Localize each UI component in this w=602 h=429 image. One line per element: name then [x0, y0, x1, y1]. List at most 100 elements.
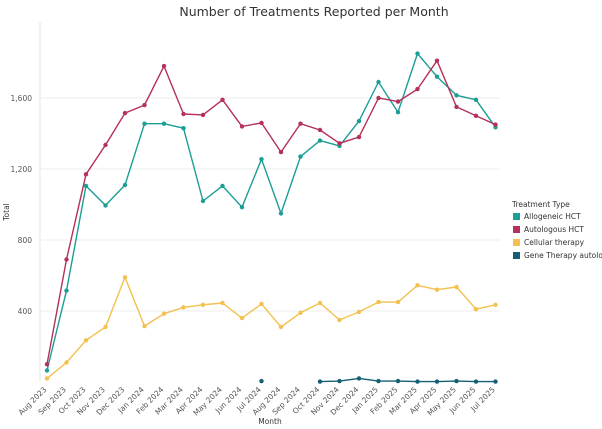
data-point	[44, 376, 50, 381]
data-point	[317, 300, 323, 306]
data-point	[376, 79, 381, 85]
data-point	[103, 324, 108, 330]
data-point	[220, 97, 225, 103]
data-point	[122, 182, 128, 188]
data-point	[395, 99, 401, 104]
data-point	[181, 305, 186, 310]
data-point	[415, 51, 420, 56]
data-point	[200, 112, 206, 118]
data-point	[356, 118, 362, 124]
data-point	[259, 301, 264, 307]
data-point	[161, 63, 167, 69]
series-line	[46, 276, 496, 379]
data-point	[473, 97, 479, 103]
data-point	[122, 110, 128, 116]
data-point	[493, 302, 498, 307]
y-tick-label: 1,200	[11, 165, 33, 174]
series-cellular-therapy	[44, 275, 498, 381]
data-point	[142, 323, 147, 329]
series-line	[319, 377, 496, 383]
data-point	[454, 284, 459, 290]
data-point	[493, 122, 498, 127]
y-tick-label: 400	[18, 307, 33, 316]
legend-swatch	[513, 213, 520, 220]
data-point	[64, 257, 69, 262]
data-point	[493, 379, 498, 384]
data-point	[454, 93, 459, 98]
data-point	[83, 183, 89, 189]
data-point	[434, 74, 440, 79]
data-point	[395, 378, 401, 384]
chart-title: Number of Treatments Reported per Month	[179, 4, 448, 19]
data-point	[337, 378, 342, 384]
data-point	[200, 302, 206, 307]
data-point	[376, 95, 381, 101]
data-point	[83, 172, 89, 177]
series-gene-therapy-autologous	[259, 376, 498, 384]
data-point	[83, 338, 89, 343]
data-point	[64, 360, 69, 365]
y-tick-label: 1,600	[11, 94, 33, 103]
series-allogeneic-hct	[44, 51, 498, 373]
data-point	[220, 183, 225, 189]
data-point	[434, 379, 440, 384]
series-line	[46, 52, 497, 371]
legend-label: Allogeneic HCT	[524, 212, 581, 221]
data-point	[317, 138, 323, 143]
data-point	[161, 121, 167, 126]
gridlines	[40, 97, 500, 312]
legend-swatch	[513, 252, 520, 259]
data-point	[181, 126, 186, 131]
legend-label: Autologous HCT	[524, 225, 584, 234]
legend-swatch	[513, 239, 520, 246]
data-point	[278, 324, 284, 330]
data-point	[376, 378, 381, 384]
data-point	[356, 376, 362, 381]
x-axis-title: Month	[258, 417, 282, 426]
data-point	[317, 379, 323, 384]
data-point	[473, 379, 479, 384]
data-point	[356, 134, 362, 140]
data-point	[317, 127, 323, 133]
data-point	[239, 315, 245, 321]
data-point	[103, 142, 108, 148]
legend-label: Cellular therapy	[524, 238, 585, 247]
data-point	[356, 309, 362, 315]
legend-swatch	[513, 226, 520, 233]
series-group	[44, 51, 498, 384]
data-point	[395, 299, 401, 305]
data-point	[415, 86, 420, 92]
data-point	[415, 379, 420, 384]
data-point	[142, 121, 147, 126]
data-point	[161, 311, 167, 316]
data-point	[239, 124, 245, 129]
data-point	[259, 157, 264, 162]
data-point	[298, 154, 303, 159]
data-point	[415, 283, 420, 288]
series-line	[46, 60, 496, 365]
data-point	[454, 378, 459, 384]
data-point	[278, 211, 284, 216]
data-point	[434, 287, 440, 292]
data-point	[395, 110, 401, 115]
data-point	[220, 300, 225, 306]
data-point	[278, 149, 284, 155]
data-point	[298, 310, 303, 315]
data-point	[473, 307, 479, 312]
legend-label: Gene Therapy autologous	[524, 251, 602, 260]
data-point	[298, 121, 303, 126]
data-point	[122, 275, 128, 280]
data-point	[259, 378, 264, 384]
data-point	[200, 198, 206, 204]
data-point	[376, 299, 381, 305]
data-point	[44, 368, 50, 373]
data-point	[434, 58, 440, 63]
data-point	[337, 317, 342, 323]
legend-title: Treatment Type	[511, 200, 570, 209]
data-point	[142, 102, 147, 108]
data-point	[259, 120, 264, 126]
data-point	[239, 205, 245, 210]
data-point	[454, 104, 459, 110]
